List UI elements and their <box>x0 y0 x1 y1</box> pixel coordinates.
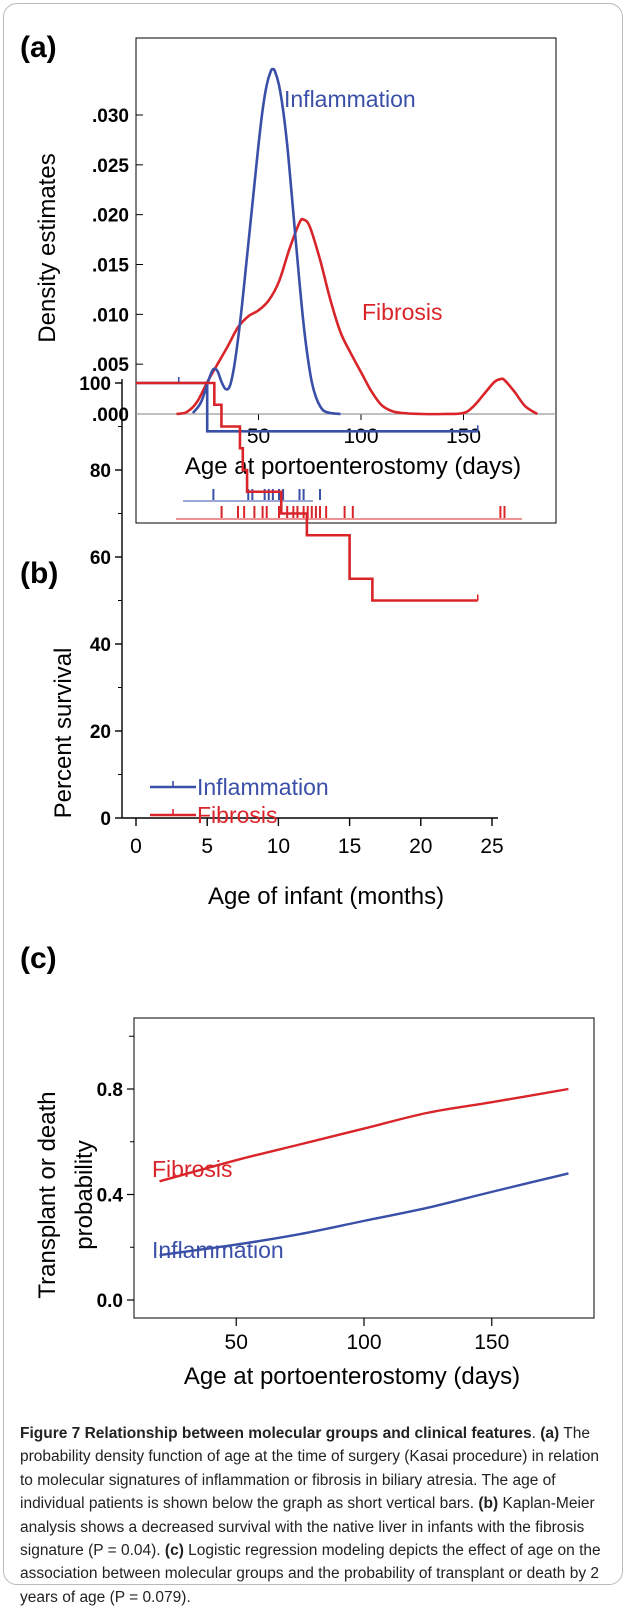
panel-b-y-tick-label: 20 <box>90 722 111 743</box>
panel-b-x-tick-label: 5 <box>201 835 213 858</box>
panel-b-y-tick-label: 80 <box>90 461 111 482</box>
figure-frame <box>3 3 623 1585</box>
panel-b-y-tick-label: 100 <box>79 374 111 395</box>
panel-b-x-tick-label: 0 <box>130 835 142 858</box>
panel-c-y-tick-label: 0.8 <box>97 1080 123 1101</box>
panel-a-y-tick-label: .000 <box>92 405 129 426</box>
panel-a-x-tick-label: 50 <box>247 425 270 448</box>
panel-a-x-tick-label: 150 <box>446 425 481 448</box>
panel-c-x-tick-label: 150 <box>474 1331 509 1354</box>
panel-a-x-tick-label: 100 <box>343 425 378 448</box>
panel-b-label: (b) <box>20 557 58 590</box>
panel-a-y-tick-label: .010 <box>92 305 129 326</box>
panel-a-inflammation-label: Inflammation <box>284 86 416 112</box>
panel-b-x-tick-label: 25 <box>480 835 503 858</box>
panel-a-box <box>135 37 557 524</box>
panel-b-series <box>136 377 479 602</box>
panel-a-y-tick-label: .025 <box>92 156 129 177</box>
panel-b-x-tick-label: 20 <box>409 835 432 858</box>
caption-title: Figure 7 Relationship between molecular … <box>20 1425 532 1442</box>
panel-c-fibrosis-curve <box>159 1087 569 1183</box>
caption-c-label: (c) <box>164 1542 184 1560</box>
panel-c-axes: 0.0 0.4 0.8 50 100 150 <box>97 1017 595 1354</box>
panel-a-y-axis: .000 .005 .010 .015 .020 .025 .030 <box>92 106 143 426</box>
panel-a-ylabel: Density estimates <box>34 153 61 342</box>
panel-b-ylabel: Percent survival <box>50 648 77 819</box>
figure-caption: Figure 7 Relationship between molecular … <box>20 1425 601 1606</box>
panel-c-inflammation-label: Inflammation <box>152 1237 284 1263</box>
panel-c-label: (c) <box>20 942 57 975</box>
panel-a-label: (a) <box>20 31 57 64</box>
panel-a-series <box>176 67 539 416</box>
caption-a-text: The probability density function of age … <box>20 1425 599 1513</box>
panel-b-legend-fibrosis-label: Fibrosis <box>197 802 278 828</box>
panel-c-y-tick-label: 0.0 <box>97 1291 123 1312</box>
panel-c-xlabel: Age at portoenterostomy (days) <box>184 1363 520 1390</box>
panel-b-axes: 0 20 40 60 80 100 0 5 10 15 20 25 <box>79 374 503 858</box>
panel-b-y-tick-label: 0 <box>100 809 111 830</box>
panel-a-xlabel: Age at portoenterostomy (days) <box>185 453 521 480</box>
panel-c-x-tick-label: 100 <box>346 1331 381 1354</box>
panel-b-legend-inflammation-label: Inflammation <box>197 774 329 800</box>
panel-c-ylabel-line2: probability <box>71 1140 98 1249</box>
panel-a-y-tick-label: .015 <box>92 256 129 277</box>
panel-b-fibrosis-survival-curve <box>136 381 478 602</box>
caption-a-label: (a) <box>540 1425 560 1442</box>
panel-b-xlabel: Age of infant (months) <box>208 883 444 910</box>
panel-b-inflammation-survival-curve <box>136 381 478 433</box>
panel-b-x-tick-label: 15 <box>338 835 361 858</box>
panel-c-x-tick-label: 50 <box>225 1331 248 1354</box>
panel-a-fibrosis-label: Fibrosis <box>362 299 443 325</box>
panel-c-fibrosis-label: Fibrosis <box>152 1156 233 1182</box>
panel-a-inflammation-curve <box>191 67 341 416</box>
panel-a-rug <box>176 489 522 520</box>
panel-a-y-tick-label: .020 <box>92 206 129 227</box>
panel-a-y-tick-label: .030 <box>92 106 129 127</box>
caption-b-text: Kaplan-Meier analysis shows a decreased … <box>20 1495 595 1560</box>
panel-b-y-tick-label: 60 <box>90 548 111 569</box>
caption-b-label: (b) <box>478 1495 499 1513</box>
panel-c-series <box>159 1087 569 1257</box>
panel-a-y-tick-label: .005 <box>92 355 129 376</box>
panel-b-y-tick-label: 40 <box>90 635 111 656</box>
panel-c-inflammation-curve <box>159 1172 569 1257</box>
panel-c-ylabel-line1: Transplant or death <box>34 1091 61 1298</box>
panel-b-x-tick-label: 10 <box>267 835 290 858</box>
panel-a-fibrosis-curve <box>176 217 539 416</box>
figure-canvas: (a) Density estimates .000.005.010.015.0… <box>20 31 595 1390</box>
panel-c-y-tick-label: 0.4 <box>97 1186 124 1207</box>
